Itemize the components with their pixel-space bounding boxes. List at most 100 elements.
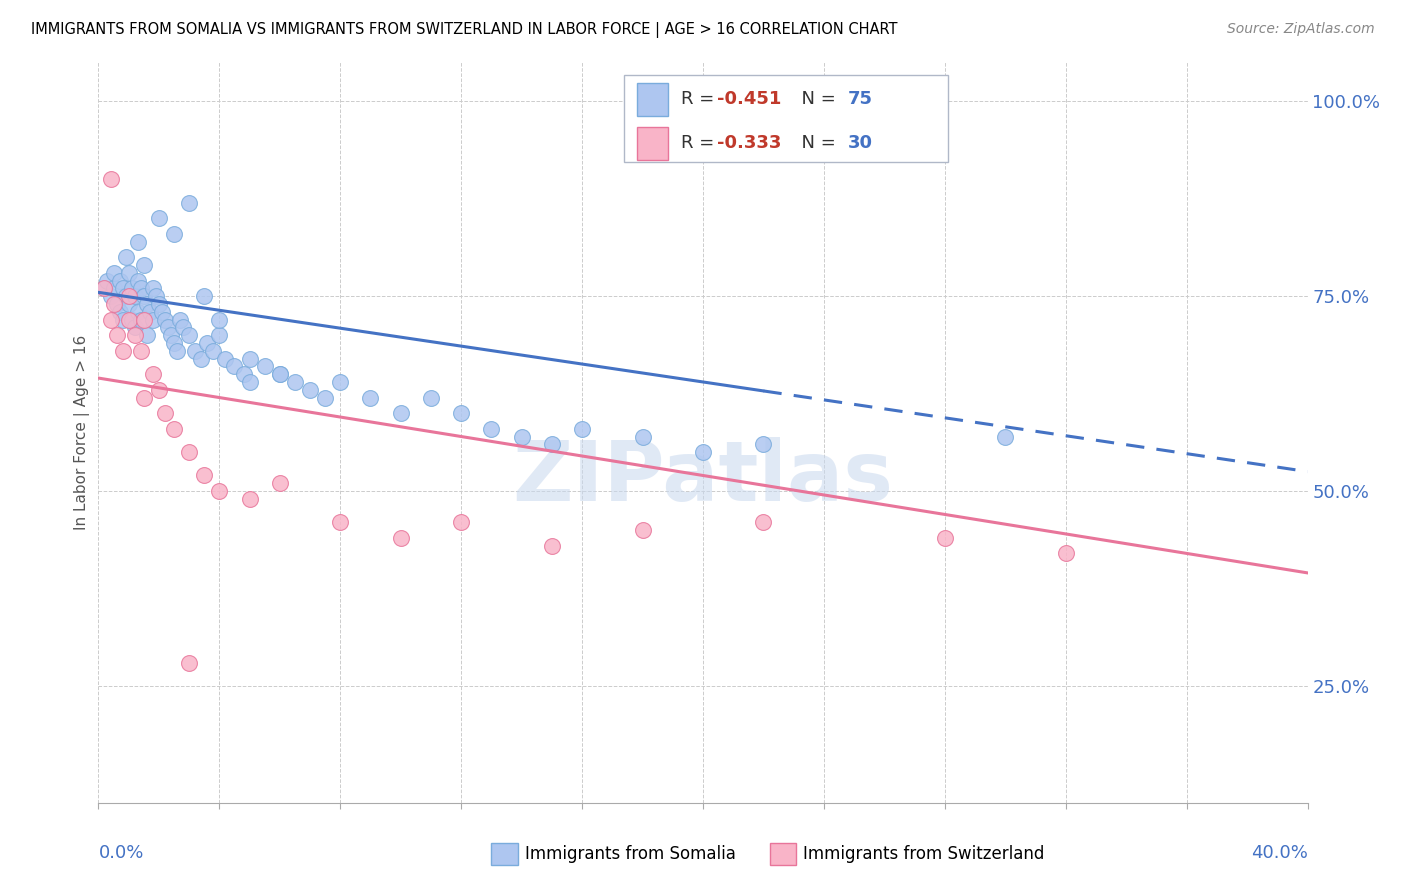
Point [160,328,183,343]
Point [111,312,134,326]
Bar [637,127,668,160]
Point [114,250,136,264]
Point [127,305,149,319]
Point [420,391,443,405]
Point [195,336,218,351]
Point [114,289,136,303]
Point [239,491,262,506]
Point [631,523,654,537]
Point [540,437,562,451]
Point [179,445,201,459]
Point [269,367,291,381]
Point [100,289,122,303]
Point [450,406,472,420]
FancyBboxPatch shape [624,75,949,162]
Text: R =: R = [681,90,720,109]
Point [510,429,533,443]
Point [269,476,291,491]
Point [142,367,165,381]
Point [108,274,131,288]
Point [118,297,141,311]
Point [127,274,149,288]
Point [118,312,141,326]
Point [389,406,412,420]
Point [108,305,131,319]
Text: R =: R = [681,134,720,153]
Point [253,359,276,374]
Point [129,343,152,358]
Point [172,320,194,334]
Text: N =: N = [790,134,841,153]
Point [994,429,1017,443]
Point [118,289,141,303]
Text: -0.333: -0.333 [717,134,782,153]
Point [135,297,157,311]
Point [105,297,128,311]
Point [124,289,146,303]
Point [111,281,134,295]
Point [360,391,382,405]
Point [103,266,125,280]
Point [111,343,134,358]
Point [148,211,170,226]
Point [450,515,472,529]
Point [129,281,152,295]
Point [1054,546,1077,560]
Point [202,343,225,358]
Point [93,281,115,295]
Point [179,328,201,343]
Point [193,289,215,303]
Bar [769,843,796,865]
Point [153,312,176,326]
Text: 75: 75 [848,90,873,109]
Point [148,383,170,397]
Point [93,281,115,295]
Text: -0.451: -0.451 [717,90,782,109]
Point [208,328,231,343]
Bar [637,83,668,116]
Point [105,328,128,343]
Text: Immigrants from Switzerland: Immigrants from Switzerland [803,845,1045,863]
Point [142,312,165,326]
Point [224,359,246,374]
Point [129,312,152,326]
Point [239,351,262,366]
Point [163,336,186,351]
Point [179,195,201,210]
Point [329,515,352,529]
Point [127,235,149,249]
Point [481,422,503,436]
Text: 0.0%: 0.0% [98,844,143,862]
Point [118,266,141,280]
Point [132,258,155,272]
Point [571,422,593,436]
Text: Immigrants from Somalia: Immigrants from Somalia [526,845,737,863]
Point [124,328,146,343]
Point [184,343,207,358]
Point [148,297,170,311]
Point [103,281,125,295]
Point [121,281,143,295]
Point [239,375,262,389]
Point [934,531,956,545]
Point [631,429,654,443]
Point [214,351,236,366]
Point [692,445,714,459]
Text: N =: N = [790,90,841,109]
Point [314,391,336,405]
Point [329,375,352,389]
Point [139,305,162,319]
Point [135,328,157,343]
Point [389,531,412,545]
Point [150,305,173,319]
Text: 30: 30 [848,134,873,153]
Point [232,367,254,381]
Point [142,281,165,295]
Point [752,437,775,451]
Point [208,312,231,326]
Point [100,312,122,326]
Point [124,320,146,334]
Point [96,274,118,288]
Y-axis label: In Labor Force | Age > 16: In Labor Force | Age > 16 [75,335,90,530]
Point [121,312,143,326]
